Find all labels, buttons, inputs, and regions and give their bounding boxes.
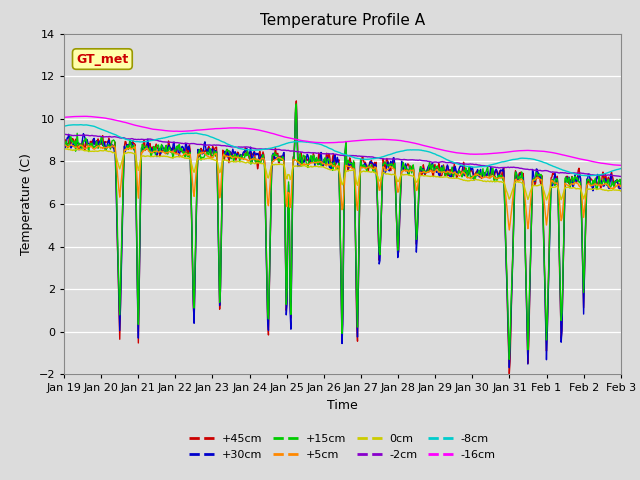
+30cm	[60, 140, 68, 145]
Line: +5cm: +5cm	[64, 144, 621, 230]
-2cm	[214, 142, 221, 148]
Text: GT_met: GT_met	[76, 53, 129, 66]
0cm	[185, 156, 193, 161]
+45cm	[184, 151, 192, 157]
+15cm	[428, 167, 435, 172]
Line: -8cm: -8cm	[64, 125, 621, 176]
-2cm	[127, 136, 135, 142]
-16cm	[128, 121, 136, 127]
+5cm	[214, 159, 221, 165]
Line: 0cm: 0cm	[64, 149, 621, 200]
-16cm	[428, 144, 435, 150]
-8cm	[214, 137, 222, 143]
+30cm	[292, 103, 300, 109]
+45cm	[617, 183, 625, 189]
+15cm	[60, 140, 68, 145]
Line: -16cm: -16cm	[64, 116, 621, 165]
Legend: +45cm, +30cm, +15cm, +5cm, 0cm, -2cm, -8cm, -16cm: +45cm, +30cm, +15cm, +5cm, 0cm, -2cm, -8…	[185, 430, 500, 464]
+30cm	[411, 200, 419, 205]
-8cm	[60, 123, 68, 129]
+5cm	[184, 153, 192, 158]
+5cm	[506, 227, 513, 233]
0cm	[411, 176, 419, 182]
0cm	[61, 146, 68, 152]
0cm	[71, 147, 79, 153]
+30cm	[127, 140, 135, 145]
Line: +30cm: +30cm	[64, 106, 621, 368]
+30cm	[70, 144, 78, 149]
+15cm	[127, 144, 135, 149]
-16cm	[185, 128, 193, 134]
+45cm	[292, 98, 300, 104]
-16cm	[60, 115, 68, 120]
+45cm	[411, 200, 419, 205]
+30cm	[506, 365, 513, 371]
-8cm	[428, 150, 435, 156]
+15cm	[184, 154, 192, 160]
+15cm	[292, 101, 300, 107]
Line: +15cm: +15cm	[64, 104, 621, 360]
+15cm	[411, 191, 419, 196]
-2cm	[70, 132, 78, 138]
+5cm	[410, 169, 418, 175]
0cm	[428, 173, 435, 179]
-16cm	[214, 126, 222, 132]
-16cm	[616, 162, 624, 168]
+45cm	[214, 170, 221, 176]
-2cm	[60, 132, 68, 137]
0cm	[60, 146, 68, 152]
0cm	[543, 197, 550, 203]
0cm	[617, 188, 625, 194]
-8cm	[617, 166, 625, 171]
+5cm	[70, 144, 78, 150]
-2cm	[410, 157, 418, 163]
Title: Temperature Profile A: Temperature Profile A	[260, 13, 425, 28]
+30cm	[428, 161, 435, 167]
+5cm	[127, 146, 135, 152]
+45cm	[60, 137, 68, 143]
-8cm	[128, 138, 136, 144]
-2cm	[617, 174, 625, 180]
-16cm	[70, 114, 78, 120]
0cm	[128, 150, 136, 156]
X-axis label: Time: Time	[327, 399, 358, 412]
Line: +45cm: +45cm	[64, 101, 621, 374]
+15cm	[617, 182, 625, 188]
+15cm	[214, 171, 221, 177]
+30cm	[214, 173, 221, 179]
-16cm	[617, 162, 625, 168]
-16cm	[83, 113, 90, 119]
+45cm	[127, 144, 135, 149]
+15cm	[70, 140, 78, 146]
-8cm	[70, 122, 78, 128]
+30cm	[617, 185, 625, 191]
-8cm	[76, 122, 84, 128]
-8cm	[583, 173, 591, 179]
+45cm	[506, 371, 513, 377]
-8cm	[185, 131, 193, 136]
+5cm	[426, 168, 434, 173]
-2cm	[426, 159, 434, 165]
0cm	[214, 163, 222, 169]
+5cm	[60, 141, 68, 147]
-2cm	[184, 141, 192, 146]
+45cm	[70, 140, 78, 146]
-16cm	[411, 140, 419, 146]
+45cm	[428, 166, 435, 172]
Y-axis label: Temperature (C): Temperature (C)	[20, 153, 33, 255]
+30cm	[184, 147, 192, 153]
+15cm	[506, 357, 513, 362]
-8cm	[411, 147, 419, 153]
Line: -2cm: -2cm	[64, 134, 621, 177]
+5cm	[617, 183, 625, 189]
